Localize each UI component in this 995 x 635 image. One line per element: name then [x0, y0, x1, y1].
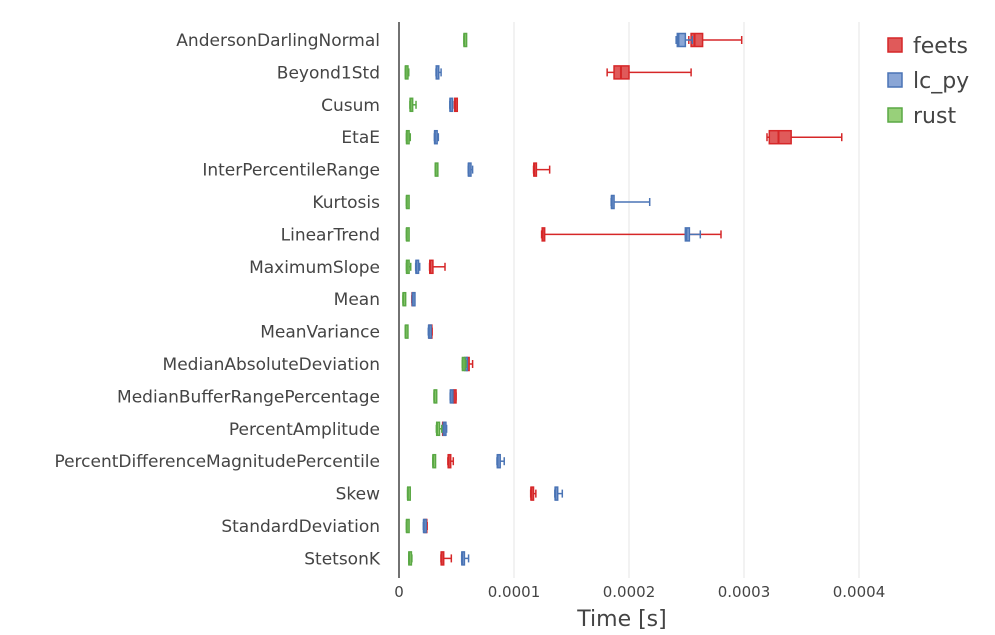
box-lc_py-AndersonDarlingNormal[interactable] [675, 32, 693, 48]
box-feets-MaximumSlope[interactable] [428, 259, 446, 275]
category-label: StetsonK [304, 549, 381, 569]
category-label: PercentAmplitude [229, 420, 380, 440]
box-feets-MedianBufferRangePercentage[interactable] [452, 389, 457, 404]
category-label: LinearTrend [281, 225, 380, 245]
category-label: MaximumSlope [249, 258, 380, 278]
box-lc_py-StetsonK[interactable] [460, 551, 470, 566]
box-lc_py-InterPercentileRange[interactable] [467, 162, 474, 177]
box-rust-MedianAbsoluteDeviation[interactable] [461, 356, 467, 372]
gridlines [513, 22, 860, 578]
box-rust-EtaE[interactable] [405, 129, 412, 145]
category-label: EtaE [341, 128, 380, 148]
box-rust-PercentAmplitude[interactable] [435, 421, 443, 437]
box-lc_py-EtaE[interactable] [433, 129, 440, 145]
box-lc_py-PercentDifferenceMagnitudePercentile[interactable] [496, 453, 505, 469]
legend-swatch [887, 37, 903, 53]
box-feets-Beyond1Std[interactable] [606, 65, 692, 80]
x-tick-label: 0.0002 [603, 583, 656, 601]
x-tick-labels: 0 0.0001 0.0002 0.0003 0.0004 [394, 583, 885, 601]
legend-swatch [887, 72, 903, 88]
box-lc_py-MedianBufferRangePercentage[interactable] [449, 389, 454, 404]
box-lc_py-LinearTrend[interactable] [684, 227, 702, 242]
category-label: Kurtosis [312, 193, 380, 213]
box-rust-MeanVariance[interactable] [404, 324, 409, 339]
category-label: MedianBufferRangePercentage [117, 387, 380, 407]
boxes [402, 32, 843, 566]
category-label: Skew [336, 485, 380, 505]
box-feets-Cusum[interactable] [453, 97, 459, 113]
box-feets-PercentDifferenceMagnitudePercentile[interactable] [447, 453, 455, 469]
category-label: AndersonDarlingNormal [176, 31, 380, 51]
legend-label: rust [913, 104, 956, 129]
box-feets-InterPercentileRange[interactable] [532, 162, 551, 177]
box-feets-EtaE[interactable] [766, 129, 843, 145]
category-label: Cusum [321, 96, 380, 116]
box-lc_py-MaximumSlope[interactable] [414, 259, 421, 275]
box-lc_py-Kurtosis[interactable] [610, 194, 651, 210]
box-feets-AndersonDarlingNormal[interactable] [688, 32, 743, 48]
box-rust-Beyond1Std[interactable] [404, 65, 410, 80]
box-rust-MaximumSlope[interactable] [405, 259, 412, 275]
box-rust-StandardDeviation[interactable] [405, 518, 410, 534]
iqr-box [768, 129, 792, 145]
box-lc_py-Mean[interactable] [411, 291, 416, 307]
category-labels: AndersonDarlingNormal Beyond1Std Cusum EtaE… [54, 31, 380, 569]
x-tick-label: 0.0001 [488, 583, 541, 601]
category-label: MeanVariance [260, 323, 380, 343]
category-label: InterPercentileRange [202, 161, 380, 181]
legend-item-feets[interactable]: feets [887, 34, 968, 59]
box-rust-MedianBufferRangePercentage[interactable] [433, 389, 438, 404]
category-label: PercentDifferenceMagnitudePercentile [54, 452, 380, 472]
box-feets-Skew[interactable] [529, 486, 537, 501]
category-label: MedianAbsoluteDeviation [163, 355, 380, 375]
iqr-box [676, 32, 687, 48]
box-lc_py-StandardDeviation[interactable] [422, 518, 427, 534]
box-rust-AndersonDarlingNormal[interactable] [463, 32, 468, 48]
category-label: Mean [334, 290, 380, 310]
box-rust-Skew[interactable] [406, 486, 411, 501]
box-lc_py-Beyond1Std[interactable] [435, 65, 442, 80]
box-lc_py-MeanVariance[interactable] [427, 324, 432, 339]
box-rust-StetsonK[interactable] [408, 551, 413, 566]
box-lc_py-Skew[interactable] [554, 486, 564, 501]
legend-swatch [887, 107, 903, 123]
x-tick-label: 0.0004 [833, 583, 886, 601]
box-rust-PercentDifferenceMagnitudePercentile[interactable] [432, 453, 437, 469]
box-lc_py-Cusum[interactable] [449, 97, 454, 113]
x-tick-label: 0.0003 [718, 583, 771, 601]
legend-item-rust[interactable]: rust [887, 104, 956, 129]
box-lc_py-PercentAmplitude[interactable] [442, 421, 448, 437]
legend-label: feets [913, 34, 968, 59]
box-rust-InterPercentileRange[interactable] [434, 162, 439, 177]
box-rust-Kurtosis[interactable] [405, 194, 410, 210]
box-rust-Cusum[interactable] [409, 97, 417, 113]
category-label: StandardDeviation [221, 517, 380, 537]
x-axis-title: Time [s] [576, 607, 666, 632]
box-rust-LinearTrend[interactable] [405, 227, 410, 242]
legend-item-lc_py[interactable]: lc_py [887, 69, 969, 94]
x-tick-label: 0 [394, 583, 404, 601]
legend-label: lc_py [913, 69, 969, 94]
box-feets-StetsonK[interactable] [440, 551, 453, 566]
category-label: Beyond1Std [277, 63, 380, 83]
box-rust-Mean[interactable] [402, 291, 407, 307]
